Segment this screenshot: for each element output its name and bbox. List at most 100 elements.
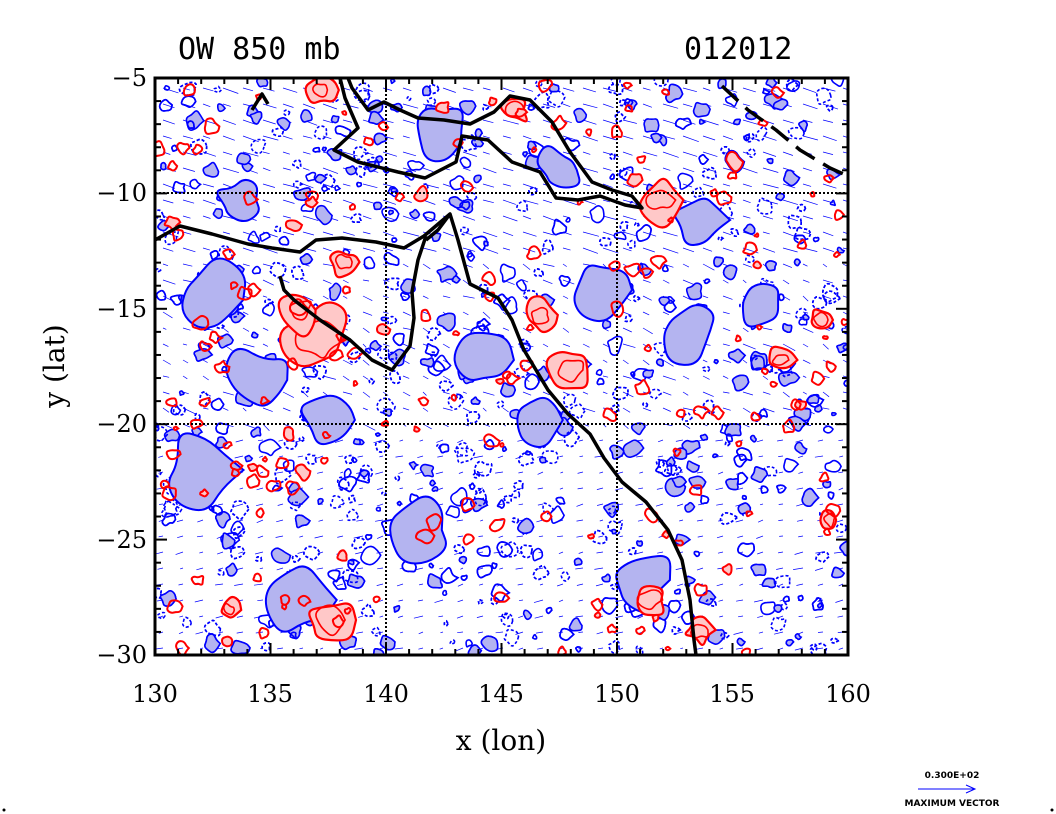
wind-vector [356,631,364,634]
negative-ow-contour [643,118,660,133]
wind-vector [722,391,730,394]
wind-vector [478,551,484,554]
wind-vector [199,551,204,554]
wind-vector [582,327,592,332]
negative-ow-contour [272,484,284,492]
wind-vector [597,503,604,506]
wind-vector [582,407,596,413]
wind-vector [382,263,388,267]
negative-ow-contour [254,555,263,562]
wind-vector [622,327,632,333]
wind-vector [316,567,324,570]
wind-vector [542,247,551,251]
wind-vector [182,343,188,346]
positive-ow-contour [282,426,295,442]
wind-vector [356,519,364,522]
wind-vector [515,567,524,570]
wind-vector [182,327,191,331]
negative-ow-contour [812,236,820,243]
positive-ow-contour [550,114,568,131]
positive-ow-contour [321,430,332,440]
wind-vector [637,615,644,619]
negative-ow-contour [609,444,625,460]
wind-vector [615,615,624,618]
wind-vector [158,535,164,538]
wind-vector [236,615,244,618]
wind-vector [696,647,704,650]
negative-ow-contour [496,541,514,558]
positive-ow-contour [782,418,796,434]
wind-vector [716,455,724,458]
negative-ow-contour [798,120,809,133]
x-tick-labels: 130 135 140 145 150 155 160 [132,680,871,708]
negative-ow-contour [793,234,807,245]
wind-vector [239,487,244,490]
negative-ow-contour [802,313,810,321]
wind-vector [582,215,590,219]
wind-vector [222,391,234,396]
wind-vector [262,247,278,254]
positive-ow-contour [236,285,253,301]
negative-ow-contour [388,351,398,361]
negative-ow-contour [685,282,703,301]
wind-vector [320,647,324,650]
wind-vector [682,295,692,301]
wind-vector [162,135,172,139]
negative-ow-contour [178,390,185,397]
positive-ow-contour [526,245,542,261]
wind-vector [622,87,633,92]
wind-vector [758,455,764,458]
wind-vector [838,583,844,587]
wind-vector [742,215,751,219]
positive-ow-contour [690,623,709,639]
wind-vector [599,471,604,474]
wind-vector [522,391,532,396]
wind-vector [262,215,271,219]
negative-ow-contour [750,466,769,483]
negative-ow-contour [432,354,452,372]
wind-vector [537,471,544,475]
wind-vector [396,583,404,587]
negative-ow-contour [428,83,440,95]
negative-ow-contour [809,642,828,655]
wind-vector [595,583,604,587]
wind-vector [762,279,768,284]
wind-vector [362,343,367,348]
negative-ow-contour [632,294,642,303]
negative-ow-contour [835,523,848,534]
wind-vector [239,519,244,521]
wind-vector [282,407,291,412]
positive-ow-contour [606,623,619,634]
positive-ow-contour [755,324,764,331]
negative-ow-contour [555,496,566,505]
positive-ow-contour [823,527,832,536]
wind-vector [622,375,632,379]
x-tick-label: 135 [247,680,293,708]
wind-vector [516,535,524,538]
negative-ow-contour [466,192,478,202]
wind-vector [182,135,193,140]
positive-ow-contour [328,349,345,362]
wind-vector [402,135,410,139]
negative-ow-contour [466,410,481,425]
negative-ow-contour [292,159,302,169]
wind-vector [382,247,393,252]
wind-vector [262,327,269,331]
negative-ow-contours [155,78,848,655]
positive-ow-contour [481,270,497,286]
wind-vector [302,151,311,155]
wind-vector [842,327,848,330]
negative-ow-contour [443,619,450,627]
wind-vector [577,471,584,474]
wind-vector [262,423,270,431]
negative-ow-contour [172,404,187,416]
positive-ow-contour [622,81,634,90]
wind-vector [196,535,204,538]
wind-vector [162,103,175,109]
wind-vector [342,375,350,381]
negative-ow-contour [698,118,707,125]
wind-vector [502,199,516,205]
negative-ow-contour [213,85,223,94]
wind-vector [578,599,584,602]
positive-ow-contour [288,298,310,317]
